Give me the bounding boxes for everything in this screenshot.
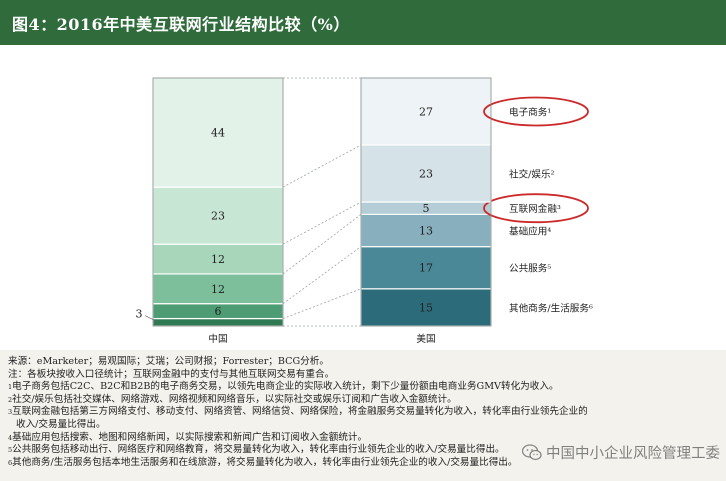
connector-line [282, 214, 362, 275]
footnote-item: 2社交/娱乐包括社交媒体、网络游戏、网络视频和网络音乐，以实际社交或娱乐订阅和广… [8, 394, 720, 407]
general-note: 注：各板块按收入口径统计；互联网金融中的支付与其他互联网交易有重合。 [8, 368, 335, 380]
stacked-bar-chart: 3 6 12 12 23 44 中国 15 其他商务/生活服务⁶ 17 公共服务⁵ 13 基础应用⁴ 5 互… [136, 77, 593, 345]
series-label: 互联网金融³ [509, 203, 561, 215]
watermark-text: 中国中小企业风险管理工委 [546, 445, 720, 462]
header-bar: 图4：2016年中美互联网行业结构比较（%） [0, 0, 726, 45]
footnote-item: 6其他商务/生活服务包括本地生活服务和在线旅游，将交易量转化为收入，转化率由行业… [8, 457, 720, 470]
data-label: 23 [419, 167, 433, 180]
connector-line [282, 288, 362, 319]
bar-segment [152, 317, 284, 327]
connector-line [282, 144, 362, 188]
footnote-text: 电子商务包括C2C、B2C和B2B的电子商务交易，以领先电商企业的实际收入统计，… [12, 381, 559, 393]
footnote-item: 3互联网金融包括第三方网络支付、移动支付、网络资管、网络信贷、网络保险，将金融服… [8, 406, 720, 419]
connector-line [282, 246, 362, 305]
data-label: 12 [211, 253, 225, 266]
highlight-circle [483, 96, 589, 127]
series-label: 基础应用⁴ [509, 226, 551, 238]
bar-segment [360, 246, 492, 290]
bar-segment [360, 144, 492, 203]
bar-segment [152, 186, 284, 245]
footnote-item: 4基础应用包括搜索、地图和网络新闻，以实际搜索和新闻广告和订阅收入金额统计。 [8, 432, 720, 445]
bar-outline [152, 77, 284, 327]
footnotes: 来源：eMarketer；易观国际；艾瑞；公司财报；Forrester；BCG分… [8, 356, 720, 469]
data-label: 6 [215, 305, 222, 318]
connector-line [282, 201, 362, 245]
watermark: 中国中小企业风险管理工委 [522, 441, 720, 463]
category-label: 中国 [208, 333, 227, 345]
data-label: 27 [419, 105, 433, 118]
footnote-text: 社交/娱乐包括社交媒体、网络游戏、网络视频和网络音乐，以实际社交或娱乐订阅和广告… [12, 393, 457, 405]
chart-title: 图4：2016年中美互联网行业结构比较（%） [12, 15, 350, 34]
source-note: 来源：eMarketer；易观国际；艾瑞；公司财报；Forrester；BCG分… [8, 356, 329, 367]
data-label: 17 [419, 262, 433, 275]
series-label: 社交/娱乐² [509, 168, 555, 180]
data-label: 3 [136, 308, 143, 321]
bar-segment [152, 77, 284, 188]
footnote-text: 公共服务包括移动出行、网络医疗和网络教育，将交易量转化为收入，转化率由行业领先企… [12, 444, 505, 456]
footnote-text: 基础应用包括搜索、地图和网络新闻，以实际搜索和新闻广告和订阅收入金额统计。 [12, 431, 368, 443]
footnote-text: 收入/交易量比得出。 [16, 418, 106, 430]
data-label: 5 [423, 202, 430, 215]
label-leader [144, 315, 158, 322]
data-label: 13 [419, 225, 433, 238]
data-label: 12 [211, 283, 225, 296]
highlight-circle [483, 193, 589, 224]
footnote-item: 1电子商务包括C2C、B2C和B2B的电子商务交易，以领先电商企业的实际收入统计… [8, 381, 720, 394]
series-label: 其他商务/生活服务⁶ [509, 302, 593, 314]
footnote-marker: 6 [8, 458, 13, 467]
wechat-icon [522, 443, 542, 460]
footnote-marker: 1 [8, 383, 13, 392]
footnote-text: 其他商务/生活服务包括本地生活服务和在线旅游，将交易量转化为收入，转化率由行业领… [12, 456, 518, 468]
footnote-item: 5公共服务包括移动出行、网络医疗和网络教育，将交易量转化为收入，转化率由行业领先… [8, 444, 720, 457]
chart-panel: 3 6 12 12 23 44 中国 15 其他商务/生活服务⁶ 17 公共服务⁵ 13 基础应用⁴ 5 互… [0, 45, 726, 350]
data-label: 15 [419, 301, 433, 314]
footnote-item: 收入/交易量比得出。 [8, 419, 720, 432]
series-label: 电子商务¹ [509, 106, 551, 118]
footnote-text: 互联网金融包括第三方网络支付、移动支付、网络资管、网络信贷、网络保险，将金融服务… [12, 406, 588, 418]
category-label: 美国 [416, 333, 435, 345]
bar-segment [152, 273, 284, 305]
series-label: 公共服务⁵ [509, 263, 551, 275]
data-label: 44 [211, 127, 225, 140]
footnote-marker: 4 [8, 433, 13, 442]
footnote-marker: 5 [8, 446, 13, 455]
footnote-marker: 2 [8, 395, 13, 404]
data-label: 23 [211, 210, 225, 223]
footnote-marker: 3 [8, 408, 13, 417]
